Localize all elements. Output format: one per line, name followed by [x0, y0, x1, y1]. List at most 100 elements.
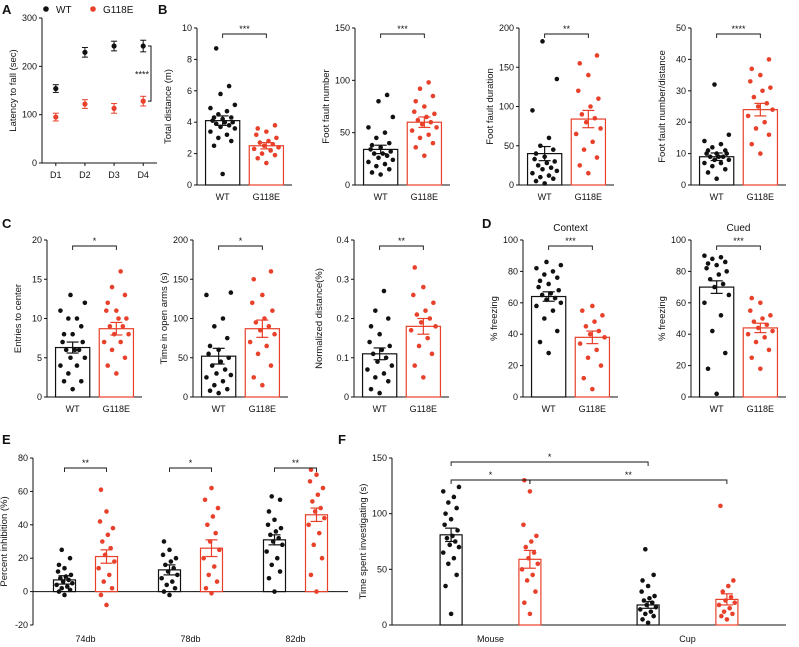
- data-point: [722, 148, 728, 153]
- data-point: [426, 80, 431, 85]
- data-point: [444, 535, 450, 541]
- data-point: [273, 529, 279, 534]
- x-tick-label: G118E: [579, 404, 606, 414]
- data-point: [60, 339, 65, 345]
- panel-c3: 0 0.1 0.2 0.3 0.4 Normalized distance(%) WT G11…: [314, 235, 449, 414]
- data-point: [534, 533, 539, 539]
- data-point: [169, 579, 175, 584]
- bar: [262, 539, 287, 593]
- data-point: [172, 585, 178, 591]
- data-point: [64, 584, 70, 589]
- data-point: [255, 351, 261, 357]
- significance-label: **: [292, 458, 300, 468]
- data-point: [220, 171, 225, 177]
- y-tick-label: 50: [676, 23, 686, 33]
- data-point: [745, 331, 751, 337]
- bar: [405, 325, 442, 398]
- y-tick-label: 40: [18, 520, 28, 530]
- data-point: [546, 135, 552, 141]
- data-point: [56, 589, 62, 594]
- data-point: [114, 371, 119, 376]
- data-point: [651, 572, 656, 578]
- bar: [362, 148, 399, 186]
- y-axis-label: % freezing: [657, 296, 668, 341]
- y-tick-label: 50: [377, 564, 387, 574]
- data-point: [377, 331, 382, 337]
- data-point: [228, 290, 234, 295]
- data-point: [109, 585, 115, 591]
- data-point: [116, 316, 121, 321]
- data-point: [319, 555, 325, 561]
- y-axis-label: Time in open arms (s): [159, 272, 170, 364]
- data-point: [204, 292, 209, 298]
- data-point: [276, 535, 281, 541]
- data-point: [714, 176, 719, 182]
- bar: [530, 295, 567, 398]
- data-point: [535, 561, 541, 567]
- data-point: [253, 320, 259, 325]
- x-tick-label: WT: [710, 404, 724, 414]
- data-point: [232, 126, 238, 131]
- data-point: [61, 379, 67, 384]
- panel-title: Cued: [727, 223, 751, 234]
- significance-label: **: [398, 236, 406, 246]
- y-tick-label: 10: [182, 23, 192, 33]
- data-point: [527, 489, 533, 494]
- y-tick-label: 15: [32, 274, 42, 284]
- data-point: [704, 265, 709, 271]
- data-point: [718, 254, 724, 260]
- data-point: [118, 269, 123, 274]
- data-point: [274, 555, 280, 561]
- data-point: [598, 363, 604, 368]
- y-tick-label: 100: [499, 102, 514, 112]
- data-point: [278, 525, 284, 531]
- significance-label: *: [548, 452, 552, 462]
- data-point: [105, 363, 111, 368]
- panel-d2: Cued 0 20 40 60 80 100 % freezing WT G118E ***: [657, 223, 786, 414]
- data-point: [98, 592, 104, 598]
- data-point: [120, 324, 126, 329]
- data-point: [550, 269, 556, 274]
- data-point: [306, 522, 311, 528]
- data-point: [105, 532, 111, 538]
- data-point: [251, 276, 257, 282]
- data-point: [388, 149, 394, 154]
- data-point: [266, 575, 272, 581]
- y-tick-label: 0.2: [336, 314, 349, 324]
- data-point: [714, 391, 719, 397]
- data-point: [376, 98, 381, 104]
- data-point: [226, 355, 232, 361]
- data-point: [264, 343, 269, 349]
- y-tick-label: 2: [187, 149, 192, 159]
- data-point: [702, 253, 707, 258]
- data-point: [58, 575, 63, 581]
- data-point: [261, 143, 267, 149]
- data-point: [381, 371, 387, 376]
- data-point: [758, 151, 763, 156]
- data-point: [537, 278, 543, 284]
- data-point: [451, 494, 457, 500]
- data-point: [369, 170, 375, 175]
- data-point: [96, 565, 101, 571]
- x-tick-label: 74db: [75, 634, 95, 644]
- data-point: [210, 514, 216, 519]
- y-tick-label: 300: [22, 13, 37, 23]
- data-point: [523, 544, 529, 550]
- data-point: [383, 355, 389, 361]
- data-point: [558, 300, 564, 306]
- data-point: [53, 114, 59, 120]
- x-tick-label: G118E: [747, 404, 774, 414]
- data-point: [228, 372, 234, 378]
- data-point: [440, 489, 446, 494]
- data-point: [592, 319, 597, 324]
- data-point: [67, 555, 73, 561]
- significance-label: ***: [239, 24, 250, 34]
- data-point: [408, 327, 414, 333]
- y-tick-label: 10: [676, 149, 686, 159]
- data-point: [322, 515, 327, 521]
- data-point: [247, 339, 253, 345]
- y-tick-label: 100: [671, 235, 686, 245]
- data-point: [272, 123, 278, 128]
- legend-mut-label: G118E: [103, 5, 134, 16]
